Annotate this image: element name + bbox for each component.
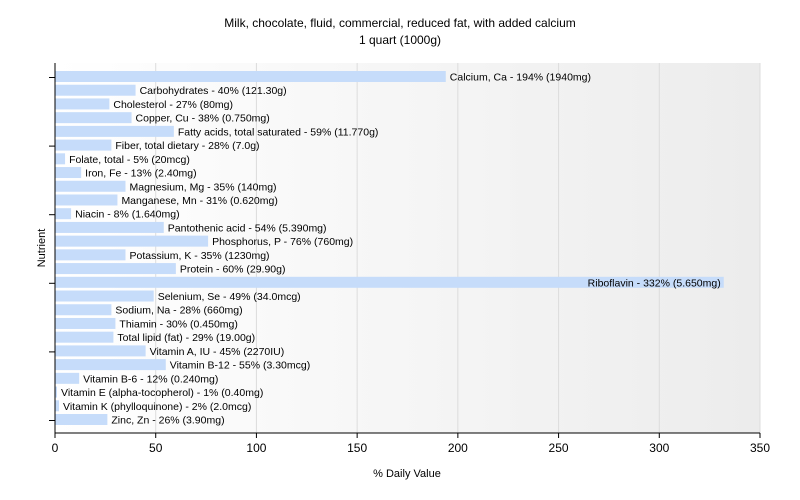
x-tick-label: 350	[750, 441, 770, 455]
gridlines	[155, 63, 761, 433]
bar	[55, 221, 164, 233]
bar-label: Vitamin B-12 - 55% (3.30mcg)	[170, 360, 310, 372]
bar-label: Selenium, Se - 49% (34.0mcg)	[158, 291, 301, 303]
bar	[55, 194, 118, 206]
bar-label: Magnesium, Mg - 35% (140mg)	[130, 181, 277, 193]
bar-label: Phosphorus, P - 76% (760mg)	[212, 236, 353, 248]
bar-label: Sodium, Na - 28% (660mg)	[115, 305, 242, 317]
x-tick-label: 150	[347, 441, 367, 455]
bar	[55, 386, 58, 398]
bar-label: Manganese, Mn - 31% (0.620mg)	[121, 195, 277, 207]
bar	[55, 414, 108, 425]
axes-group: 0 50 100 150 200 250 300 350	[49, 63, 770, 455]
bar-label: Cholesterol - 27% (80mg)	[113, 99, 233, 111]
bar	[55, 263, 176, 275]
x-axis-title: % Daily Value	[373, 468, 441, 480]
x-tick-label: 50	[149, 441, 163, 455]
bar-label: Fiber, total dietary - 28% (7.0g)	[115, 140, 259, 152]
bar-label: Fatty acids, total saturated - 59% (11.7…	[178, 126, 379, 138]
bar	[55, 98, 110, 110]
bar-label: Riboflavin - 332% (5.650mg)	[588, 277, 721, 289]
bar	[55, 208, 72, 220]
bar	[55, 235, 209, 247]
bar-label: Vitamin K (phylloquinone) - 2% (2.0mcg)	[63, 401, 251, 413]
bar-label: Folate, total - 5% (20mcg)	[69, 154, 190, 166]
bar-label: Pantothenic acid - 54% (5.390mg)	[168, 222, 327, 234]
bar	[55, 304, 112, 316]
bar	[55, 400, 60, 412]
bar-label: Copper, Cu - 38% (0.750mg)	[136, 113, 270, 125]
bar	[55, 290, 154, 302]
x-tick-label: 100	[246, 441, 266, 455]
y-axis-title: Nutrient	[36, 229, 48, 268]
x-tick-label: 250	[549, 441, 569, 455]
bar-label: Vitamin A, IU - 45% (2270IU)	[150, 346, 285, 358]
bar-label: Carbohydrates - 40% (121.30g)	[140, 85, 287, 97]
bar	[55, 331, 114, 343]
x-tick-label: 300	[649, 441, 669, 455]
bar	[55, 84, 136, 96]
bars-group: Calcium, Ca - 194% (1940mg) Carbohydrates…	[55, 71, 724, 427]
bar-label: Potassium, K - 35% (1230mg)	[130, 250, 270, 262]
bar-label: Iron, Fe - 13% (2.40mg)	[85, 168, 196, 180]
bar	[55, 345, 146, 357]
bar-label: Calcium, Ca - 194% (1940mg)	[450, 72, 591, 84]
bar	[55, 112, 132, 124]
bar-label: Protein - 60% (29.90g)	[180, 264, 286, 276]
x-tick-label: 0	[52, 441, 59, 455]
bar	[55, 372, 80, 384]
bar-label: Vitamin B-6 - 12% (0.240mg)	[83, 373, 218, 385]
bar-label: Niacin - 8% (1.640mg)	[75, 209, 179, 221]
bar	[55, 180, 126, 192]
bar	[55, 249, 126, 261]
bar	[55, 125, 174, 137]
bar-label: Vitamin E (alpha-tocopherol) - 1% (0.40m…	[61, 387, 263, 399]
bar	[55, 317, 116, 329]
x-tick-label: 200	[448, 441, 468, 455]
bar	[55, 359, 166, 371]
bar	[55, 276, 724, 288]
bar	[55, 71, 446, 82]
chart-title: Milk, chocolate, fluid, commercial, redu…	[224, 16, 576, 30]
bar	[55, 139, 112, 151]
bar	[55, 153, 66, 165]
bar-label: Total lipid (fat) - 29% (19.00g)	[117, 332, 255, 344]
plot-background	[55, 63, 760, 433]
bar	[55, 167, 82, 179]
chart-subtitle: 1 quart (1000g)	[359, 33, 441, 47]
bar-label: Thiamin - 30% (0.450mg)	[119, 318, 237, 330]
bar-label: Zinc, Zn - 26% (3.90mg)	[111, 415, 224, 427]
